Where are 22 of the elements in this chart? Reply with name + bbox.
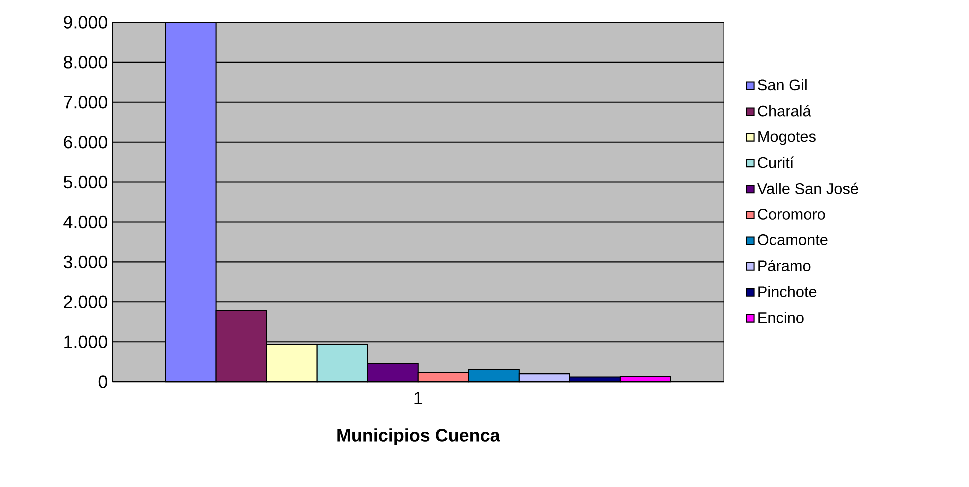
legend-label: Ocamonte bbox=[758, 234, 828, 246]
legend-label: Mogotes bbox=[758, 131, 816, 146]
y-tick-label: 9.000 bbox=[64, 16, 108, 29]
x-tick-label: 1 bbox=[414, 392, 423, 404]
y-tick-label: 5.000 bbox=[64, 176, 108, 188]
y-tick-label: 2.000 bbox=[64, 296, 108, 308]
legend-label: Valle San José bbox=[757, 182, 858, 194]
y-tick-label: 7.000 bbox=[64, 96, 108, 109]
legend-label: Coromoro bbox=[758, 208, 826, 220]
legend-label: San Gil bbox=[758, 79, 807, 90]
legend-label: Curití bbox=[758, 156, 794, 168]
y-tick-label: 1.000 bbox=[64, 336, 108, 348]
legend-label: Charalá bbox=[758, 105, 812, 117]
legend-label: Pinchote bbox=[758, 286, 817, 298]
y-tick-label: 4.000 bbox=[64, 216, 108, 228]
y-tick-label: 8.000 bbox=[64, 56, 108, 69]
legend-label: Encino bbox=[758, 312, 804, 324]
y-tick-label: 0 bbox=[98, 376, 108, 388]
x-axis-title: Municipios Cuenca bbox=[338, 428, 500, 446]
y-tick-label: 6.000 bbox=[64, 136, 108, 149]
legend-label: Páramo bbox=[758, 260, 811, 272]
y-tick-label: 3.000 bbox=[64, 256, 108, 268]
